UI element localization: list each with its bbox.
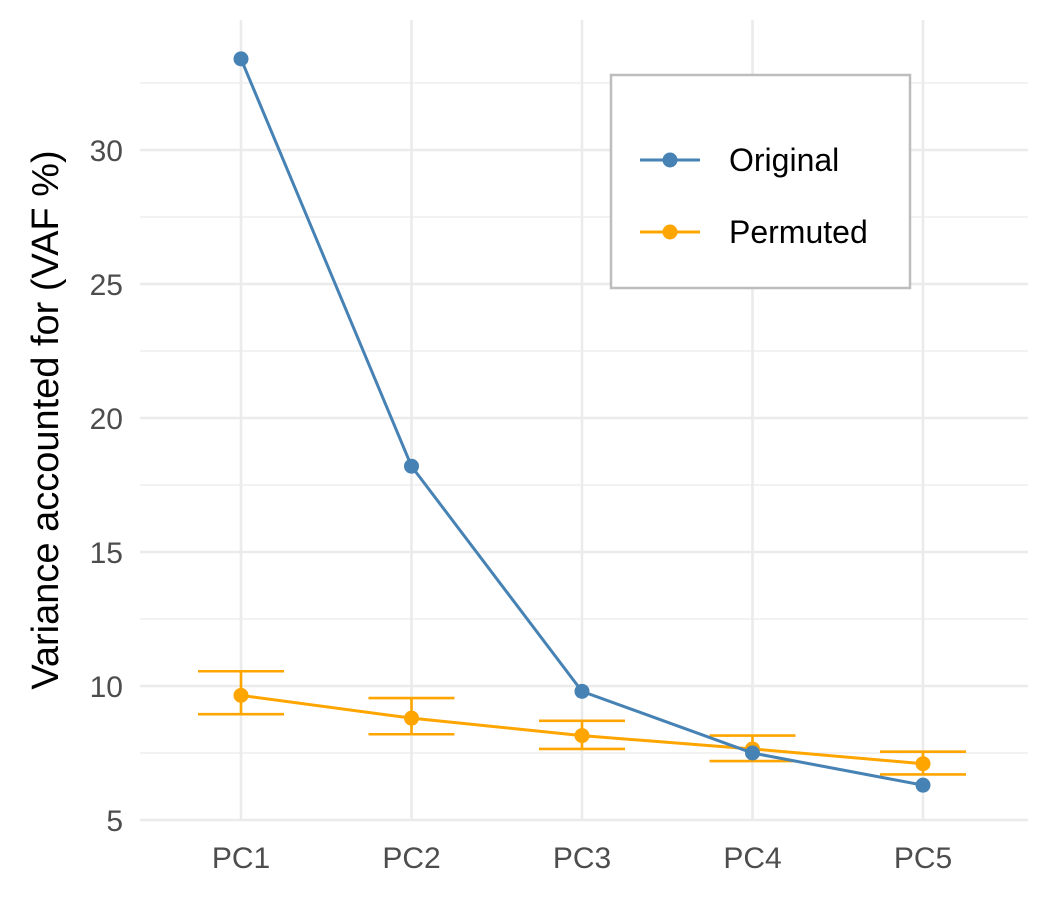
x-tick-label: PC4 (723, 842, 781, 875)
x-tick-label: PC5 (894, 842, 952, 875)
legend-item: Permuted (640, 214, 868, 250)
data-point (404, 710, 419, 726)
data-point (233, 51, 249, 67)
legend-label: Original (729, 142, 839, 178)
data-point (574, 728, 590, 744)
legend: Original Permuted (609, 73, 912, 290)
y-tick-label: 25 (90, 269, 123, 302)
legend-label: Permuted (729, 214, 868, 250)
legend-key-point (662, 152, 678, 168)
y-tick-label: 10 (90, 671, 123, 704)
data-point (745, 745, 760, 761)
x-tick-label: PC2 (382, 842, 440, 875)
legend-item: Original (640, 142, 839, 178)
y-tick-label: 20 (90, 403, 123, 436)
series-original (233, 51, 931, 793)
data-point (915, 756, 931, 772)
data-point (233, 687, 249, 703)
x-axis-ticks: PC1 PC2 PC3 PC4 PC5 (212, 842, 952, 875)
series-permuted (198, 669, 966, 776)
x-tick-label: PC1 (212, 842, 270, 875)
y-tick-label: 15 (90, 537, 123, 570)
plot-area (198, 51, 966, 793)
x-tick-label: PC3 (553, 842, 611, 875)
legend-box (609, 73, 912, 290)
data-point (574, 683, 590, 699)
data-point (915, 777, 931, 793)
y-tick-label: 5 (106, 805, 123, 838)
legend-key-point (662, 224, 678, 240)
y-axis-title: Variance accounted for (VAF %) (25, 150, 67, 689)
y-axis-ticks: 5 10 15 20 25 30 (90, 135, 123, 838)
y-tick-label: 30 (90, 135, 123, 168)
data-point (404, 458, 419, 474)
